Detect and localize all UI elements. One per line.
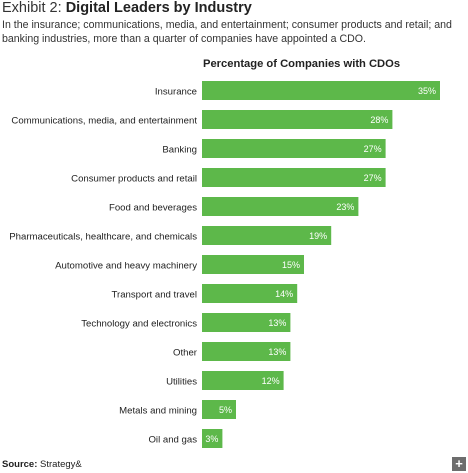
bar-value-label: 23% [336,202,354,212]
bar [202,139,386,158]
bar-value-label: 35% [418,86,436,96]
category-label: Food and beverages [109,203,197,214]
exhibit-heading: Exhibit 2: Digital Leaders by Industry [2,0,252,17]
category-label: Consumer products and retail [71,174,197,185]
bar-value-label: 13% [268,347,286,357]
exhibit-number: Exhibit 2: [2,0,62,16]
bar-value-label: 12% [262,376,280,386]
bar [202,400,236,419]
category-label: Utilities [166,377,197,388]
bar [202,371,284,390]
category-label: Metals and mining [119,406,197,417]
bar-value-label: 19% [309,231,327,241]
bar-value-label: 5% [219,405,232,415]
source-text: Strategy& [40,459,82,470]
category-label: Communications, media, and entertainment [11,116,197,127]
category-label: Automotive and heavy machinery [55,261,197,272]
bar [202,81,440,100]
bar [202,197,359,216]
bar [202,255,304,274]
bar [202,342,291,361]
category-label: Banking [162,145,197,156]
bar [202,168,386,187]
bar-value-label: 3% [205,434,218,444]
source-label: Source: [2,459,38,470]
bar-chart: Insurance 35% Communications, media, and e… [9,81,440,448]
chart-title: Percentage of Companies with CDOs [203,58,401,70]
bar [202,226,332,245]
category-label: Pharmaceuticals, healthcare, and chemica… [9,232,197,243]
bar-value-label: 14% [275,289,293,299]
category-label: Insurance [155,87,197,98]
category-label: Other [173,348,198,359]
bar-value-label: 27% [364,144,382,154]
bar-value-label: 27% [364,173,382,183]
bar-value-label: 28% [370,115,388,125]
page-title: Digital Leaders by Industry [65,0,252,16]
bar [202,284,298,303]
bar-value-label: 15% [282,260,300,270]
bar [202,110,393,129]
page-subtitle: In the insurance; communications, media,… [2,19,452,45]
category-label: Oil and gas [148,435,197,446]
bar-value-label: 13% [268,318,286,328]
bar [202,429,223,448]
category-label: Transport and travel [112,290,198,301]
bar [202,313,291,332]
plus-icon[interactable]: + [452,457,466,471]
source-note: Source: Strategy& [2,459,82,470]
category-label: Technology and electronics [81,319,197,330]
